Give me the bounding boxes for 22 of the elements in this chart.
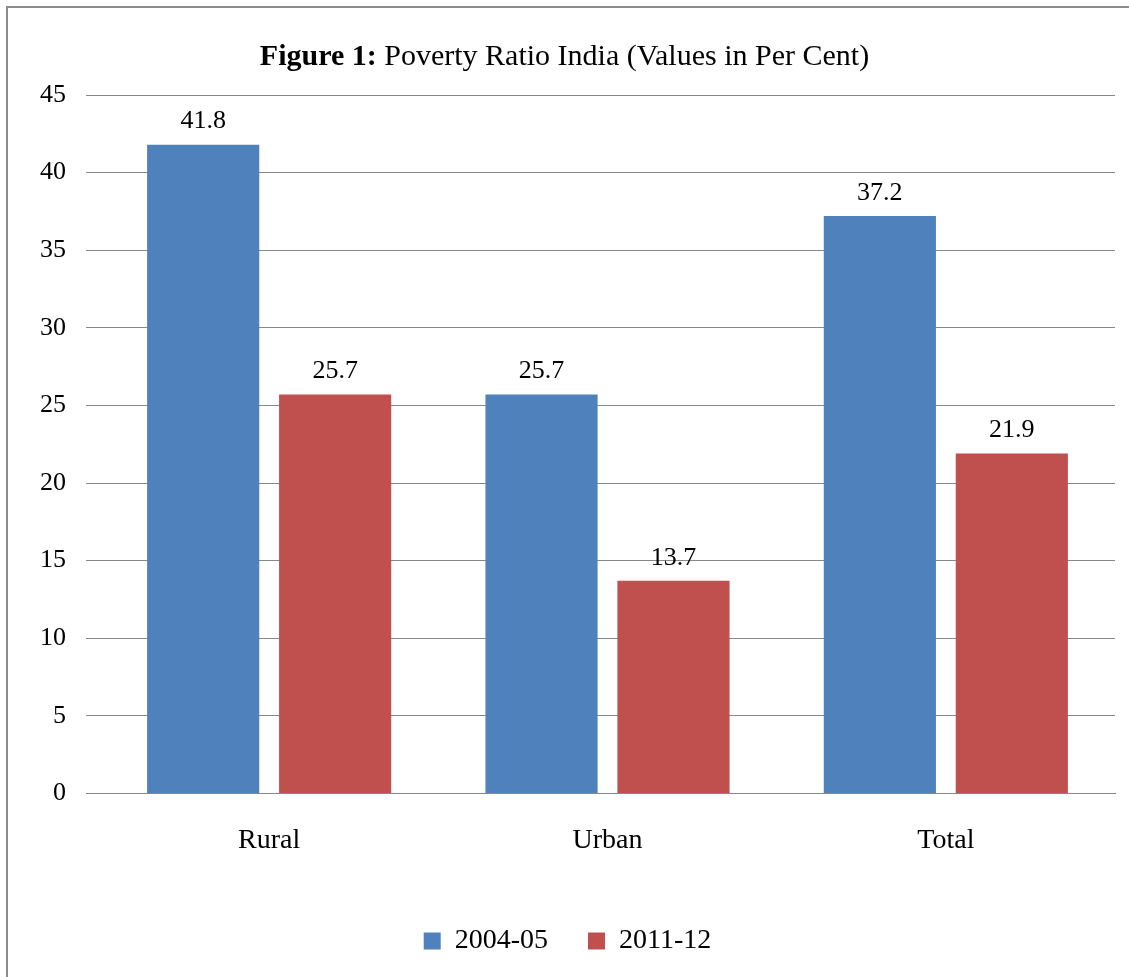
chart-title: Figure 1: Poverty Ratio India (Values in Per Cent) [259, 38, 870, 71]
legend-label: 2004-05 [454, 923, 549, 955]
data-label: 37.2 [857, 176, 903, 206]
data-label: 21.9 [989, 414, 1035, 444]
y-tick-label: 35 [40, 234, 66, 264]
x-tick-label: Total [917, 822, 975, 854]
data-label: 25.7 [312, 355, 358, 385]
y-tick-label: 25 [40, 389, 66, 419]
data-label: 41.8 [180, 105, 226, 135]
data-label: 25.7 [518, 355, 565, 385]
y-tick-label: 0 [53, 777, 66, 807]
y-tick-label: 40 [40, 156, 66, 186]
y-tick-label: 30 [40, 311, 66, 341]
x-tick-label: Urban [572, 822, 643, 854]
y-tick-label: 15 [40, 544, 66, 574]
legend-label: 2011-12 [619, 923, 712, 955]
y-tick-label: 20 [40, 466, 66, 496]
data-label: 13.7 [650, 541, 697, 571]
y-tick-label: 5 [53, 699, 66, 729]
y-tick-label: 45 [40, 78, 66, 108]
y-tick-label: 10 [40, 622, 66, 652]
x-tick-label: Rural [238, 822, 301, 854]
